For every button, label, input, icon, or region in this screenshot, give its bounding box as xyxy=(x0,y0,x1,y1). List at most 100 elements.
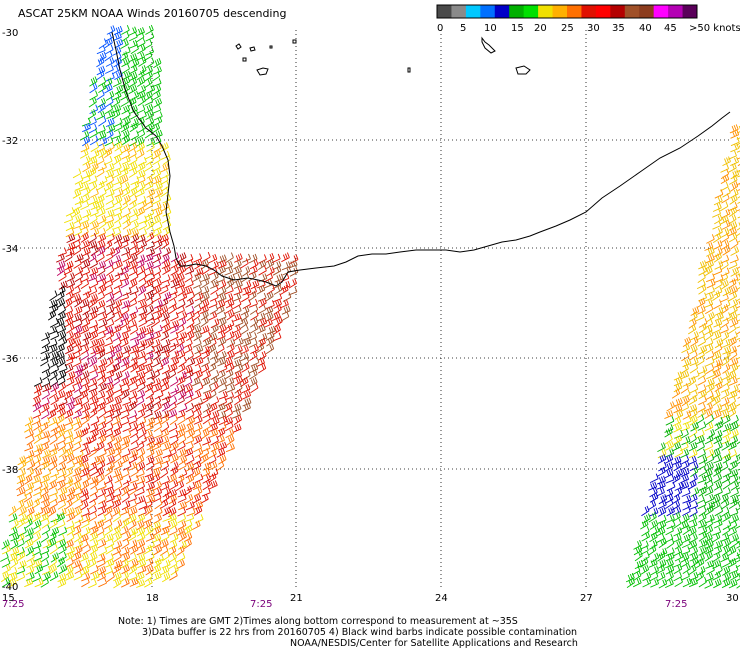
wind-barb xyxy=(153,97,163,108)
wind-barb xyxy=(145,290,155,301)
wind-barb xyxy=(272,311,281,322)
wind-barb xyxy=(73,325,83,335)
wind-barb xyxy=(82,186,91,198)
wind-barb xyxy=(729,285,738,295)
wind-barb xyxy=(49,443,59,453)
wind-barb xyxy=(168,447,177,458)
wind-barb xyxy=(217,279,227,290)
wind-barb xyxy=(152,175,162,185)
wind-barb xyxy=(737,196,740,199)
wind-barb xyxy=(88,233,97,244)
wind-barb xyxy=(145,388,155,400)
wind-barb xyxy=(137,195,147,205)
wind-barb xyxy=(719,324,729,334)
wind-barb xyxy=(194,292,204,302)
wind-barb xyxy=(136,234,146,244)
wind-barb xyxy=(113,233,123,244)
wind-barb xyxy=(136,169,146,179)
wind-barb xyxy=(145,232,155,243)
wind-barb xyxy=(120,409,130,420)
wind-barb xyxy=(41,430,51,440)
wind-barb xyxy=(122,228,132,238)
wind-barb xyxy=(152,292,162,303)
wind-barb xyxy=(129,155,138,166)
wind-barb xyxy=(722,363,731,374)
wind-barb xyxy=(80,200,90,211)
wind-barb xyxy=(64,409,74,419)
wind-barb xyxy=(722,428,732,439)
wind-barb xyxy=(657,442,666,453)
wind-barb xyxy=(240,258,249,269)
wind-barb xyxy=(233,370,243,380)
wind-barb xyxy=(90,141,100,153)
wind-barb xyxy=(24,422,33,433)
wind-barb xyxy=(730,136,740,147)
wind-barb xyxy=(714,189,724,199)
wind-barb xyxy=(177,414,186,426)
wind-barb xyxy=(88,195,98,206)
wind-barb xyxy=(234,394,243,406)
wind-barb xyxy=(66,279,76,289)
wind-barb xyxy=(74,196,84,206)
wind-barb xyxy=(129,31,138,42)
wind-barb xyxy=(96,252,105,263)
wind-barb xyxy=(689,357,699,367)
wind-barb xyxy=(680,383,689,394)
wind-barb xyxy=(706,273,716,283)
wind-barb xyxy=(232,305,242,315)
wind-barb xyxy=(104,44,114,55)
wind-barb xyxy=(697,376,707,386)
wind-barb xyxy=(705,286,715,295)
wind-barb xyxy=(81,414,90,425)
lat-label: -40 xyxy=(2,582,18,593)
wind-barb xyxy=(97,401,106,412)
wind-barb xyxy=(146,188,156,198)
wind-barb xyxy=(90,402,99,414)
wind-barb xyxy=(98,358,108,368)
wind-barb xyxy=(242,266,251,277)
wind-barb xyxy=(96,180,105,191)
wind-barb xyxy=(143,39,153,50)
wind-barb xyxy=(66,402,75,413)
wind-barb xyxy=(64,363,74,374)
wind-barb xyxy=(217,324,227,334)
wind-barb xyxy=(111,362,121,374)
wind-barb xyxy=(129,292,138,303)
wind-barb xyxy=(137,381,146,393)
wind-barb xyxy=(25,449,35,459)
wind-barb xyxy=(265,343,275,355)
note-line-3: NOAA/NESDIS/Center for Satellite Applica… xyxy=(290,638,578,649)
wind-barb xyxy=(698,395,707,406)
wind-barb xyxy=(144,96,154,106)
wind-barb xyxy=(146,370,156,380)
wind-barb xyxy=(233,259,242,270)
wind-barb xyxy=(730,238,739,250)
wind-barb xyxy=(192,364,202,375)
wind-barb xyxy=(55,318,65,328)
wind-barb xyxy=(145,455,155,466)
wind-barb xyxy=(250,382,259,394)
wind-barb xyxy=(665,448,675,458)
wind-barb xyxy=(65,227,75,238)
wind-barb xyxy=(138,311,147,323)
wind-barb xyxy=(168,363,178,373)
lon-label: 21 xyxy=(290,593,303,604)
wind-barb xyxy=(89,135,99,146)
wind-barb xyxy=(128,167,138,178)
wind-barb xyxy=(89,207,99,217)
wind-barb xyxy=(162,154,171,165)
wind-barb xyxy=(250,357,260,367)
wind-barb xyxy=(689,350,698,361)
wind-barb xyxy=(153,421,163,432)
wind-barb xyxy=(90,188,99,198)
wind-barb xyxy=(736,142,740,146)
wind-barb xyxy=(706,428,716,440)
wind-barb xyxy=(153,227,162,238)
wind-barb xyxy=(160,331,170,341)
wind-barb xyxy=(105,90,115,101)
wind-barb xyxy=(234,253,243,263)
wind-barb xyxy=(73,409,82,419)
wind-barb xyxy=(154,456,164,466)
wind-barb xyxy=(56,351,65,361)
wind-barb xyxy=(192,390,202,400)
